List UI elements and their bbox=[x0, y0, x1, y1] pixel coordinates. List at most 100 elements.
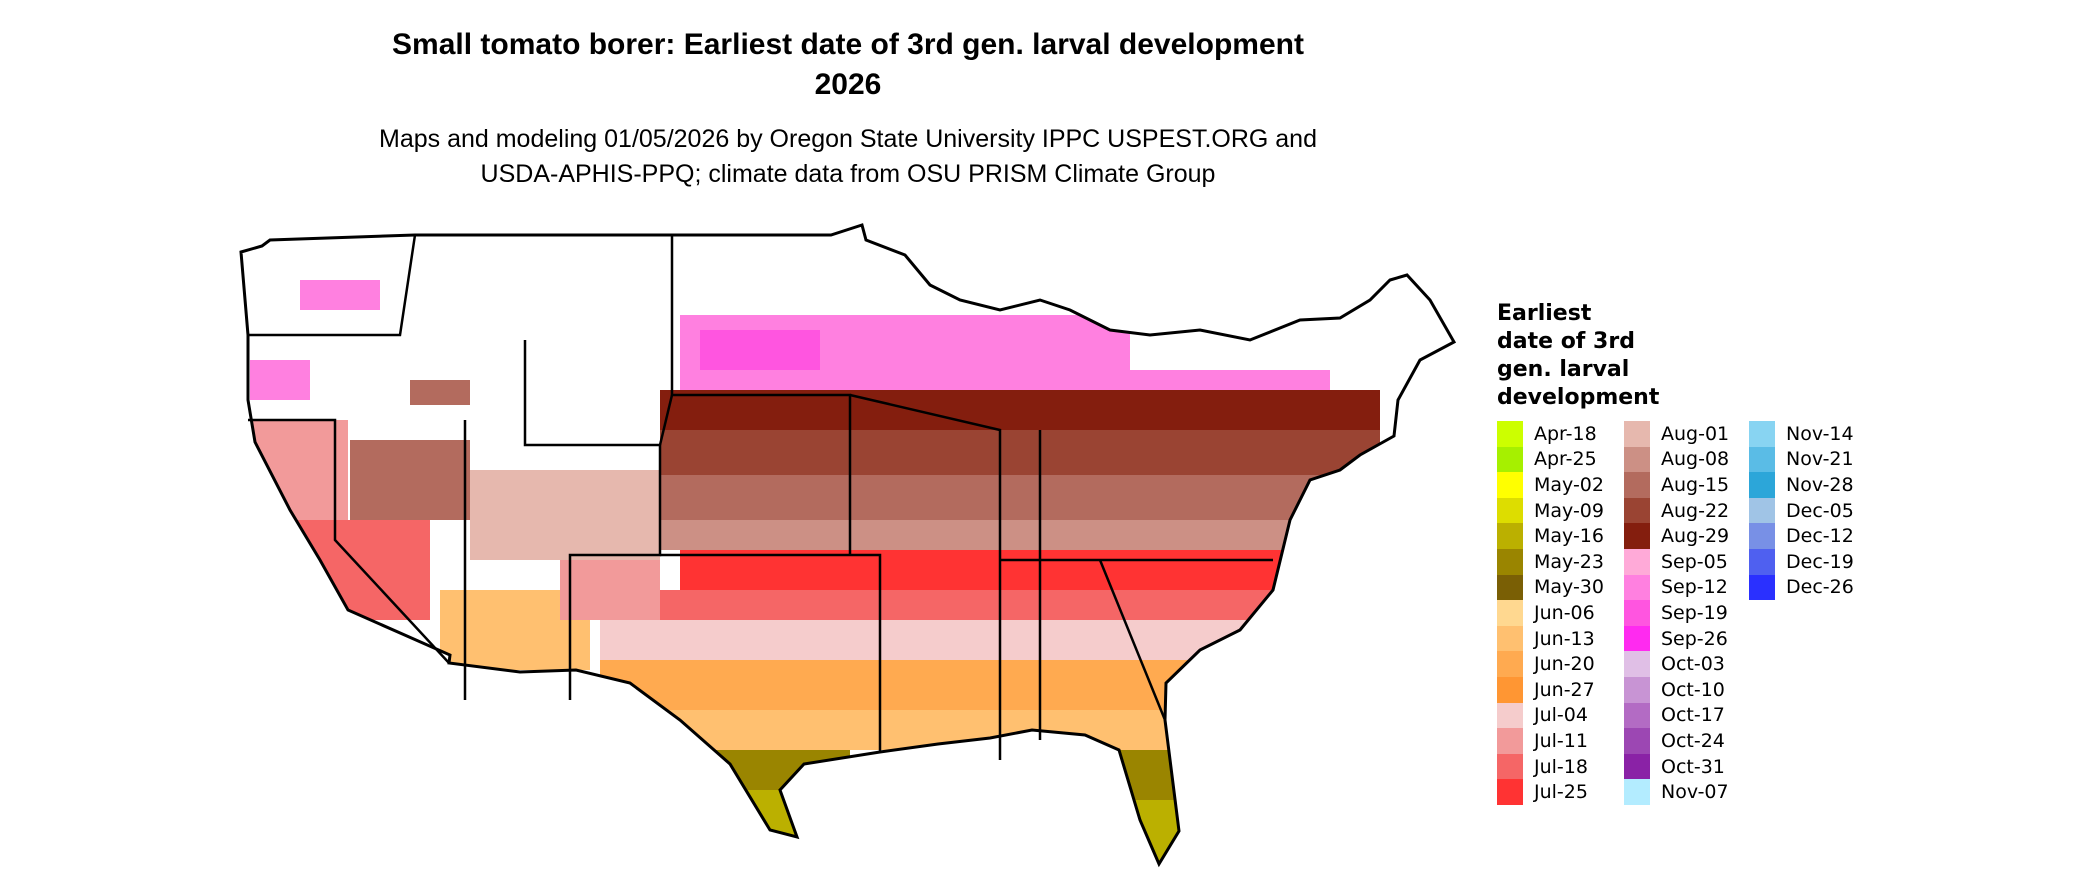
legend-item: Oct-17 bbox=[1624, 702, 1725, 729]
legend-swatch bbox=[1497, 523, 1523, 549]
legend-swatch bbox=[1749, 497, 1775, 524]
legend-item: May-23 bbox=[1497, 549, 1604, 575]
legend-swatch bbox=[1624, 574, 1650, 601]
legend-label: May-30 bbox=[1534, 576, 1604, 599]
map-subtitle-line2: USDA-APHIS-PPQ; climate data from OSU PR… bbox=[480, 160, 1216, 188]
legend-label: Oct-31 bbox=[1661, 755, 1725, 778]
legend-item: Sep-26 bbox=[1624, 625, 1728, 652]
legend-item: Jul-11 bbox=[1497, 728, 1588, 754]
legend-swatch bbox=[1497, 472, 1523, 498]
legend-label: Jul-11 bbox=[1534, 729, 1588, 752]
legend-label: Oct-10 bbox=[1661, 678, 1725, 701]
legend-item: Oct-31 bbox=[1624, 753, 1725, 780]
legend-item: Nov-28 bbox=[1749, 472, 1854, 498]
legend-label: Sep-05 bbox=[1661, 550, 1728, 573]
legend-swatch bbox=[1497, 753, 1523, 780]
legend-swatch bbox=[1497, 574, 1523, 601]
legend-title-line: development bbox=[1497, 385, 1660, 410]
map-title-year: 2026 bbox=[814, 68, 882, 101]
legend-item: Apr-18 bbox=[1497, 421, 1597, 447]
legend-item: Jun-06 bbox=[1497, 600, 1595, 626]
legend-swatch bbox=[1497, 702, 1523, 729]
legend-label: Dec-26 bbox=[1786, 576, 1854, 599]
legend-item: May-09 bbox=[1497, 497, 1604, 524]
legend-item: Jul-18 bbox=[1497, 753, 1588, 780]
legend-label: Jul-04 bbox=[1534, 704, 1588, 727]
legend-swatch bbox=[1749, 523, 1775, 549]
legend-swatch bbox=[1624, 446, 1650, 473]
legend-item: Sep-05 bbox=[1624, 549, 1728, 575]
legend-label: Jun-06 bbox=[1534, 601, 1595, 624]
legend-swatch bbox=[1624, 702, 1650, 729]
legend-label: Nov-28 bbox=[1786, 473, 1854, 496]
legend-item: Dec-12 bbox=[1749, 523, 1854, 549]
legend-label: Oct-17 bbox=[1661, 704, 1725, 727]
legend-swatch bbox=[1749, 574, 1775, 601]
legend-swatch bbox=[1497, 625, 1523, 652]
legend-item: Oct-24 bbox=[1624, 728, 1725, 754]
legend-item: Dec-19 bbox=[1749, 549, 1854, 575]
legend-title: Earliest date of 3rd gen. larval develop… bbox=[1497, 300, 1659, 412]
legend-swatch bbox=[1497, 421, 1523, 447]
legend-label: Sep-19 bbox=[1661, 601, 1728, 624]
legend-swatch bbox=[1497, 549, 1523, 575]
legend-swatch bbox=[1624, 651, 1650, 677]
legend-label: Nov-07 bbox=[1661, 781, 1729, 804]
legend-label: Aug-29 bbox=[1661, 525, 1730, 548]
legend-swatch bbox=[1497, 779, 1523, 805]
legend-label: Apr-25 bbox=[1534, 448, 1597, 471]
legend-item: May-16 bbox=[1497, 523, 1604, 549]
legend-label: Aug-08 bbox=[1661, 448, 1730, 471]
legend-swatch bbox=[1497, 651, 1523, 677]
legend-swatch bbox=[1497, 446, 1523, 473]
legend-item: Sep-12 bbox=[1624, 574, 1728, 601]
legend-swatch bbox=[1749, 549, 1775, 575]
legend-swatch bbox=[1624, 549, 1650, 575]
legend-item: Jul-25 bbox=[1497, 779, 1588, 805]
legend-swatch bbox=[1624, 523, 1650, 549]
legend-swatch bbox=[1624, 421, 1650, 447]
legend-title-line: gen. larval bbox=[1497, 357, 1630, 382]
legend-label: Nov-14 bbox=[1786, 422, 1854, 445]
legend-label: Jun-27 bbox=[1534, 678, 1595, 701]
legend-item: Aug-01 bbox=[1624, 421, 1729, 447]
legend-swatch bbox=[1624, 779, 1650, 805]
legend-item: Apr-25 bbox=[1497, 446, 1597, 473]
state-borders bbox=[248, 234, 1273, 760]
legend-label: Oct-24 bbox=[1661, 729, 1725, 752]
legend-label: Nov-21 bbox=[1786, 448, 1854, 471]
legend-item: Aug-15 bbox=[1624, 472, 1729, 498]
legend-item: Nov-21 bbox=[1749, 446, 1854, 473]
legend-item: Jul-04 bbox=[1497, 702, 1588, 729]
legend-item: Aug-22 bbox=[1624, 497, 1729, 524]
legend-swatch bbox=[1624, 677, 1650, 703]
legend-label: May-23 bbox=[1534, 550, 1604, 573]
legend-item: Aug-29 bbox=[1624, 523, 1729, 549]
legend-label: May-09 bbox=[1534, 499, 1604, 522]
legend-label: Jul-25 bbox=[1534, 781, 1588, 804]
legend-item: Dec-05 bbox=[1749, 497, 1854, 524]
legend-swatch bbox=[1624, 625, 1650, 652]
legend-label: Dec-19 bbox=[1786, 550, 1854, 573]
legend-item: Oct-10 bbox=[1624, 677, 1725, 703]
legend-swatch bbox=[1749, 421, 1775, 447]
legend-swatch bbox=[1624, 472, 1650, 498]
legend-swatch bbox=[1624, 753, 1650, 780]
legend-label: Dec-12 bbox=[1786, 525, 1854, 548]
legend-swatch bbox=[1497, 728, 1523, 754]
legend-label: May-16 bbox=[1534, 525, 1604, 548]
legend-label: Jul-18 bbox=[1534, 755, 1588, 778]
legend-label: May-02 bbox=[1534, 473, 1604, 496]
legend-item: Sep-19 bbox=[1624, 600, 1728, 626]
legend-item: Dec-26 bbox=[1749, 574, 1854, 601]
map-title: Small tomato borer: Earliest date of 3rd… bbox=[392, 28, 1304, 61]
legend-label: Sep-26 bbox=[1661, 627, 1728, 650]
map-subtitle-line1: Maps and modeling 01/05/2026 by Oregon S… bbox=[379, 125, 1317, 153]
legend-label: Sep-12 bbox=[1661, 576, 1728, 599]
legend-item: Nov-07 bbox=[1624, 779, 1729, 805]
legend-swatch bbox=[1749, 472, 1775, 498]
legend-label: Apr-18 bbox=[1534, 422, 1597, 445]
legend-item: May-30 bbox=[1497, 574, 1604, 601]
legend-item: Jun-27 bbox=[1497, 677, 1595, 703]
